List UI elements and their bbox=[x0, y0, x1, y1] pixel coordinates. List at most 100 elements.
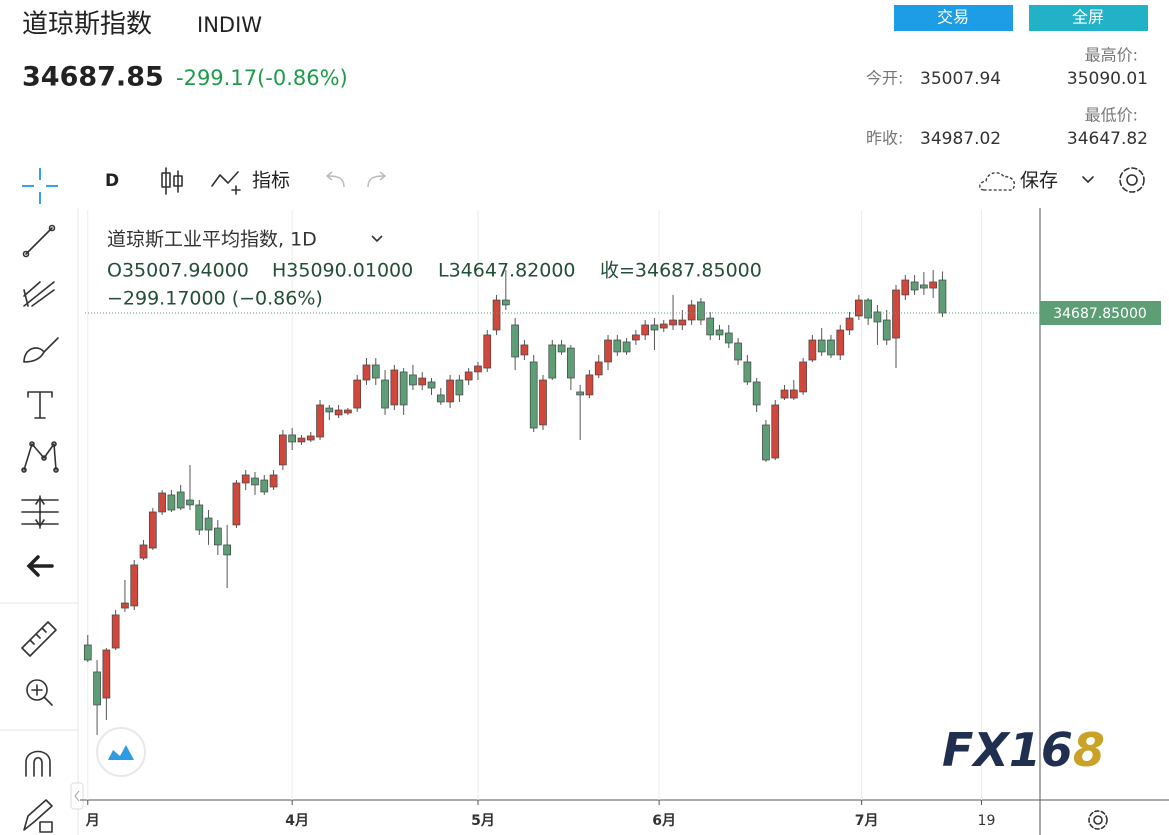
candle-body bbox=[929, 281, 938, 289]
candle-body bbox=[604, 339, 612, 363]
candle-body bbox=[938, 279, 947, 314]
candle-body bbox=[297, 437, 306, 443]
candle-body bbox=[232, 482, 241, 526]
candle-body bbox=[743, 361, 752, 383]
candle-body bbox=[910, 281, 919, 291]
redo[interactable] bbox=[367, 171, 387, 188]
watermark-accent: 8 bbox=[1073, 723, 1105, 777]
candle-body bbox=[158, 492, 166, 513]
candle-body bbox=[316, 404, 324, 438]
candle-body bbox=[752, 381, 761, 406]
stat-value: 35090.01 bbox=[1067, 69, 1148, 89]
candle-body bbox=[130, 564, 139, 607]
candle-body bbox=[204, 517, 213, 531]
candle-body bbox=[251, 477, 259, 486]
fullscreen-button[interactable] bbox=[1029, 5, 1148, 31]
stat-label: 最低价: bbox=[1085, 106, 1138, 125]
trade-button[interactable] bbox=[894, 5, 1013, 31]
candle-body bbox=[260, 479, 269, 493]
x-tick-label: 5月 bbox=[471, 813, 495, 829]
candle-body bbox=[455, 379, 464, 396]
candle-body bbox=[892, 289, 900, 339]
candle-body bbox=[659, 323, 668, 329]
stat-value: 34987.02 bbox=[920, 129, 1001, 149]
measure-tool[interactable] bbox=[21, 495, 59, 529]
candle-body bbox=[288, 434, 297, 443]
watermark-text: FX16 bbox=[942, 723, 1073, 777]
candle-body bbox=[882, 319, 891, 341]
candle-body bbox=[724, 332, 733, 344]
candle-body bbox=[148, 511, 157, 549]
candle-body bbox=[697, 301, 705, 321]
candle-body bbox=[901, 279, 910, 296]
interval[interactable]: D bbox=[105, 171, 119, 191]
indicators[interactable]: 指标 bbox=[252, 170, 290, 192]
stat-value: 34647.82 bbox=[1067, 129, 1148, 149]
candle-body bbox=[854, 299, 863, 317]
candle-body bbox=[641, 324, 650, 336]
save[interactable]: 保存 bbox=[1020, 170, 1058, 192]
hide-tools[interactable] bbox=[26, 555, 54, 577]
indicator-icon[interactable] bbox=[211, 171, 241, 195]
dropdown[interactable] bbox=[1082, 176, 1094, 183]
legend-high: H35090.01000 bbox=[272, 260, 413, 282]
candle-body bbox=[362, 364, 371, 381]
lock-draw-tool[interactable] bbox=[23, 799, 53, 833]
pattern-tool[interactable] bbox=[21, 441, 59, 473]
candle-body bbox=[464, 371, 473, 381]
candle-body bbox=[102, 649, 111, 699]
candle-body bbox=[83, 644, 92, 661]
candle-body bbox=[399, 371, 408, 406]
brush-tool[interactable] bbox=[23, 337, 59, 363]
candle-body bbox=[827, 339, 835, 356]
text-tool[interactable] bbox=[27, 391, 53, 419]
candle-body bbox=[529, 361, 538, 429]
candle-body bbox=[817, 339, 826, 353]
axis-settings[interactable] bbox=[1088, 810, 1108, 830]
candle-body bbox=[650, 324, 659, 331]
symbol: INDIW bbox=[197, 13, 262, 37]
candle-body bbox=[427, 381, 436, 389]
candle-body bbox=[567, 347, 575, 379]
candle-body bbox=[344, 409, 352, 414]
candle-body bbox=[864, 299, 872, 319]
chart-style-icon[interactable] bbox=[161, 167, 183, 195]
plot: 月 4月 5月 6月 7月 19 34687.85000 bbox=[83, 210, 1161, 829]
candle-body bbox=[409, 374, 417, 386]
title-dropdown[interactable] bbox=[371, 235, 383, 243]
fib-tool[interactable] bbox=[23, 281, 55, 307]
candle-body bbox=[241, 474, 250, 484]
candle-body bbox=[632, 334, 640, 341]
line-tool[interactable] bbox=[22, 224, 56, 258]
candle-body bbox=[678, 319, 687, 326]
candle-body bbox=[269, 474, 278, 488]
candle-body bbox=[195, 504, 204, 531]
candle-body bbox=[511, 324, 519, 358]
stat-value: 35007.94 bbox=[920, 69, 1001, 89]
candle-body bbox=[799, 361, 807, 393]
cloud-icon[interactable] bbox=[979, 172, 1016, 191]
cloud-badge[interactable] bbox=[96, 727, 146, 777]
undo[interactable] bbox=[325, 171, 345, 188]
candle-body bbox=[381, 379, 389, 409]
title: 道琼斯指数 bbox=[22, 10, 152, 40]
candle-body bbox=[213, 527, 222, 546]
candle-body bbox=[436, 394, 445, 403]
candle-body bbox=[836, 329, 845, 356]
fullscreen-label[interactable]: 全屏 bbox=[1072, 8, 1104, 27]
ruler-tool[interactable] bbox=[21, 621, 57, 657]
collapse-tab[interactable] bbox=[70, 782, 84, 810]
crosshair-tool[interactable] bbox=[22, 168, 58, 204]
stat-label: 今开: bbox=[866, 69, 903, 88]
settings[interactable] bbox=[1119, 167, 1145, 193]
x-tick-label: 19 bbox=[978, 813, 996, 829]
watermark: FX168 bbox=[942, 723, 1105, 777]
collapse-arrow bbox=[74, 790, 80, 802]
candle-body bbox=[167, 494, 176, 511]
zoom-tool[interactable] bbox=[26, 679, 53, 706]
stat-label: 最高价: bbox=[1085, 46, 1138, 65]
stat-label: 昨收: bbox=[866, 129, 903, 148]
magnet-tool[interactable] bbox=[25, 750, 51, 777]
trade-label[interactable]: 交易 bbox=[937, 8, 969, 27]
